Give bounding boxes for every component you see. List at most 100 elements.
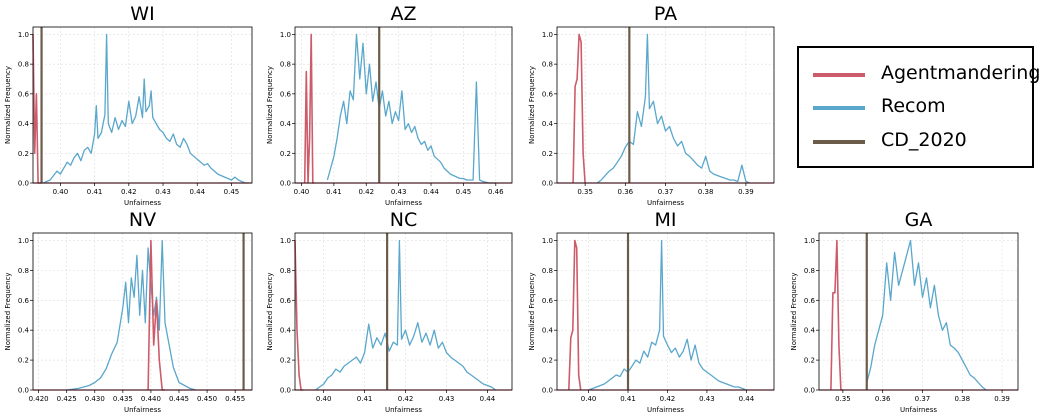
axes-frame bbox=[556, 232, 775, 391]
x-tick-label: 0.37 bbox=[658, 188, 674, 196]
panel-pa: 0.0 0.2 0.4 0.6 0.8 1.0 0.35 0.36 0.37 0.38 0.39 PA… bbox=[528, 3, 775, 207]
y-tick-label: 0.6 bbox=[542, 297, 554, 305]
y-tick-label: 0.6 bbox=[542, 90, 554, 98]
x-tick-label: 0.38 bbox=[698, 188, 714, 196]
y-tick-label: 0.2 bbox=[804, 357, 815, 365]
x-tick-label: 0.445 bbox=[169, 395, 189, 403]
x-tick-label: 0.45 bbox=[224, 188, 240, 196]
series-line-agentmandering bbox=[568, 239, 582, 391]
panel-ga: 0.0 0.2 0.4 0.6 0.8 1.0 0.35 0.36 0.37 0.38 0.39 GA… bbox=[790, 209, 1019, 414]
y-tick-label: 0.6 bbox=[804, 297, 816, 305]
y-tick-label: 1.0 bbox=[542, 31, 553, 39]
x-tick-label: 0.44 bbox=[480, 395, 496, 403]
x-axis-label: Unfairness bbox=[124, 199, 161, 207]
panel-wi: 0.0 0.2 0.4 0.6 0.8 1.0 0.40 0.41 0.42 0.43 0.44 0.… bbox=[4, 3, 253, 207]
x-tick-label: 0.41 bbox=[326, 188, 342, 196]
series-line-recom bbox=[315, 239, 496, 391]
y-tick-label: 0.0 bbox=[280, 387, 291, 395]
plot-area bbox=[295, 233, 512, 390]
panel-title: NC bbox=[390, 209, 417, 231]
x-tick-label: 0.39 bbox=[738, 188, 754, 196]
plot-area bbox=[557, 233, 774, 390]
x-tick-label: 0.42 bbox=[660, 395, 676, 403]
axes-frame bbox=[818, 232, 1019, 391]
legend-swatch-agentmandering bbox=[813, 73, 865, 77]
x-tick-label: 0.42 bbox=[358, 188, 374, 196]
y-tick-label: 0.0 bbox=[542, 387, 553, 395]
y-axis-label: Normalized Frequency bbox=[528, 66, 536, 144]
x-axis-label: Unfairness bbox=[647, 199, 684, 207]
x-tick-label: 0.41 bbox=[620, 395, 636, 403]
y-tick-label: 0.0 bbox=[18, 180, 29, 188]
x-tick-label: 0.41 bbox=[357, 395, 373, 403]
x-tick-label: 0.430 bbox=[85, 395, 105, 403]
y-tick-label: 1.0 bbox=[280, 31, 291, 39]
y-tick-label: 1.0 bbox=[542, 237, 553, 245]
y-tick-label: 0.0 bbox=[280, 180, 291, 188]
x-tick-label: 0.40 bbox=[53, 188, 69, 196]
series-line-recom bbox=[866, 239, 987, 391]
y-tick-label: 0.0 bbox=[804, 387, 815, 395]
x-tick-label: 0.43 bbox=[439, 395, 455, 403]
series-line-recom bbox=[596, 33, 751, 184]
y-tick-label: 0.8 bbox=[280, 61, 291, 69]
x-tick-label: 0.44 bbox=[189, 188, 205, 196]
y-tick-label: 0.4 bbox=[542, 120, 554, 128]
x-tick-label: 0.40 bbox=[316, 395, 332, 403]
y-tick-label: 0.8 bbox=[542, 61, 553, 69]
x-tick-label: 0.46 bbox=[488, 188, 504, 196]
y-tick-label: 0.0 bbox=[18, 387, 29, 395]
y-tick-label: 0.2 bbox=[18, 150, 29, 158]
x-tick-label: 0.36 bbox=[618, 188, 634, 196]
legend-label-agentmandering: Agentmandering bbox=[881, 62, 1041, 84]
legend: Agentmandering Recom CD_2020 bbox=[797, 46, 1040, 168]
y-axis-label: Normalized Frequency bbox=[4, 272, 12, 350]
axes-frame bbox=[294, 232, 513, 391]
panel-title: PA bbox=[654, 3, 677, 25]
y-tick-label: 0.4 bbox=[18, 120, 30, 128]
y-tick-label: 1.0 bbox=[18, 237, 29, 245]
x-tick-label: 0.40 bbox=[294, 188, 310, 196]
y-tick-label: 0.2 bbox=[280, 357, 291, 365]
x-tick-label: 0.37 bbox=[915, 395, 931, 403]
y-tick-label: 0.4 bbox=[18, 327, 30, 335]
y-tick-label: 0.4 bbox=[804, 327, 816, 335]
y-tick-label: 0.4 bbox=[542, 327, 554, 335]
x-axis-label: Unfairness bbox=[647, 406, 684, 414]
x-tick-label: 0.39 bbox=[994, 395, 1010, 403]
x-tick-label: 0.455 bbox=[225, 395, 245, 403]
x-axis-label: Unfairness bbox=[385, 406, 422, 414]
legend-entry-agentmandering: Agentmandering bbox=[813, 60, 1040, 90]
y-tick-label: 0.2 bbox=[542, 357, 553, 365]
legend-label-recom: Recom bbox=[881, 95, 946, 117]
y-axis-label: Normalized Frequency bbox=[266, 272, 274, 350]
axes-frame bbox=[32, 26, 253, 184]
y-tick-label: 0.8 bbox=[18, 61, 29, 69]
panel-az: 0.0 0.2 0.4 0.6 0.8 1.0 0.40 0.41 0.42 0.43 0.44 0.… bbox=[266, 3, 513, 207]
x-tick-label: 0.40 bbox=[581, 395, 597, 403]
y-tick-label: 0.2 bbox=[542, 150, 553, 158]
y-tick-label: 0.0 bbox=[542, 180, 553, 188]
series-line-recom bbox=[326, 33, 496, 184]
x-tick-label: 0.420 bbox=[29, 395, 49, 403]
x-tick-label: 0.36 bbox=[875, 395, 891, 403]
axes-frame bbox=[294, 26, 513, 184]
y-tick-label: 0.8 bbox=[280, 267, 291, 275]
x-tick-label: 0.41 bbox=[87, 188, 103, 196]
x-tick-label: 0.35 bbox=[577, 188, 593, 196]
y-tick-label: 0.2 bbox=[18, 357, 29, 365]
y-tick-label: 0.8 bbox=[804, 267, 815, 275]
y-tick-label: 0.8 bbox=[18, 267, 29, 275]
y-axis-label: Normalized Frequency bbox=[266, 66, 274, 144]
x-tick-label: 0.440 bbox=[141, 395, 161, 403]
x-tick-label: 0.45 bbox=[456, 188, 472, 196]
panel-mi: 0.0 0.2 0.4 0.6 0.8 1.0 0.40 0.41 0.42 0.43 0.44 MI… bbox=[528, 209, 775, 414]
x-tick-label: 0.38 bbox=[954, 395, 970, 403]
series-line-agentmandering bbox=[572, 33, 586, 184]
y-tick-label: 0.6 bbox=[280, 90, 292, 98]
y-tick-label: 0.6 bbox=[18, 90, 30, 98]
series-line-recom bbox=[66, 239, 196, 391]
legend-label-cd-2020: CD_2020 bbox=[881, 129, 967, 151]
x-axis-label: Unfairness bbox=[124, 406, 161, 414]
x-tick-label: 0.44 bbox=[423, 188, 439, 196]
